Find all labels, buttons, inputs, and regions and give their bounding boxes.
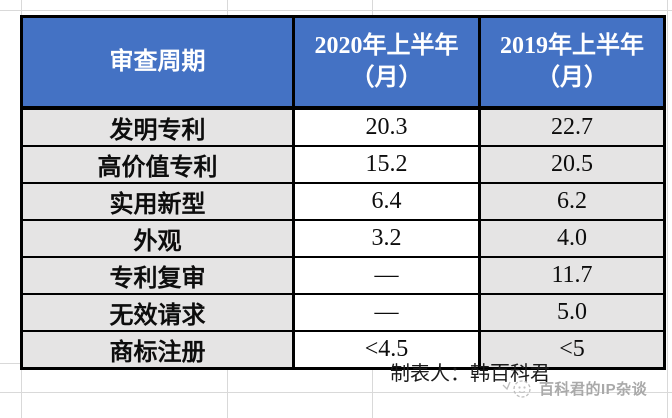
value-2020-cell: 20.3: [292, 107, 481, 147]
watermark-text: 百科君的IP杂谈: [539, 380, 648, 398]
table-row-utility-model: 实用新型 6.4 6.2: [20, 182, 666, 221]
table-header-row: 审查周期 2020年上半年（月） 2019年上半年（月）: [20, 15, 666, 110]
row-label-cell: 实用新型: [20, 182, 295, 221]
review-cycle-table: 审查周期 2020年上半年（月） 2019年上半年（月） 发明专利 20.3 2…: [20, 15, 666, 370]
value-2019-cell: 6.2: [478, 182, 666, 221]
row-label-cell: 商标注册: [20, 330, 295, 370]
table-row-patent-reexamination: 专利复审 — 11.7: [20, 256, 666, 295]
gridline-vertical: [667, 0, 668, 418]
watermark-logo-icon: [502, 380, 531, 398]
gridline-horizontal: [0, 10, 672, 11]
value-2020-cell: 3.2: [292, 219, 481, 258]
watermark: 百科君的IP杂谈: [501, 377, 647, 399]
table-row-design: 外观 3.2 4.0: [20, 219, 666, 258]
table-row-invention-patent: 发明专利 20.3 22.7: [20, 107, 666, 147]
value-2019-cell: 11.7: [478, 256, 666, 295]
column-header-2019-h1: 2019年上半年（月）: [478, 15, 666, 110]
value-2019-cell: 20.5: [478, 145, 666, 184]
credit-text: 制表人：韩百科君: [390, 363, 550, 385]
value-2019-cell: 22.7: [478, 107, 666, 147]
value-2020-cell: —: [292, 256, 481, 295]
value-2020-cell: 6.4: [292, 182, 481, 221]
column-header-2020-h1: 2020年上半年（月）: [292, 15, 481, 110]
row-label-cell: 外观: [20, 219, 295, 258]
value-2020-cell: 15.2: [292, 145, 481, 184]
value-2019-cell: <5: [478, 330, 666, 370]
row-label-cell: 高价值专利: [20, 145, 295, 184]
table-row-high-value-patent: 高价值专利 15.2 20.5: [20, 145, 666, 184]
gridline-horizontal: [0, 392, 672, 393]
value-2019-cell: 5.0: [478, 293, 666, 332]
value-2020-cell: <4.5: [292, 330, 481, 370]
column-header-review-cycle: 审查周期: [20, 15, 295, 110]
row-label-cell: 专利复审: [20, 256, 295, 295]
table-row-trademark-registration: 商标注册 <4.5 <5: [20, 330, 666, 370]
row-label-cell: 无效请求: [20, 293, 295, 332]
row-label-cell: 发明专利: [20, 107, 295, 147]
table-row-invalidation-request: 无效请求 — 5.0: [20, 293, 666, 332]
value-2020-cell: —: [292, 293, 481, 332]
value-2019-cell: 4.0: [478, 219, 666, 258]
